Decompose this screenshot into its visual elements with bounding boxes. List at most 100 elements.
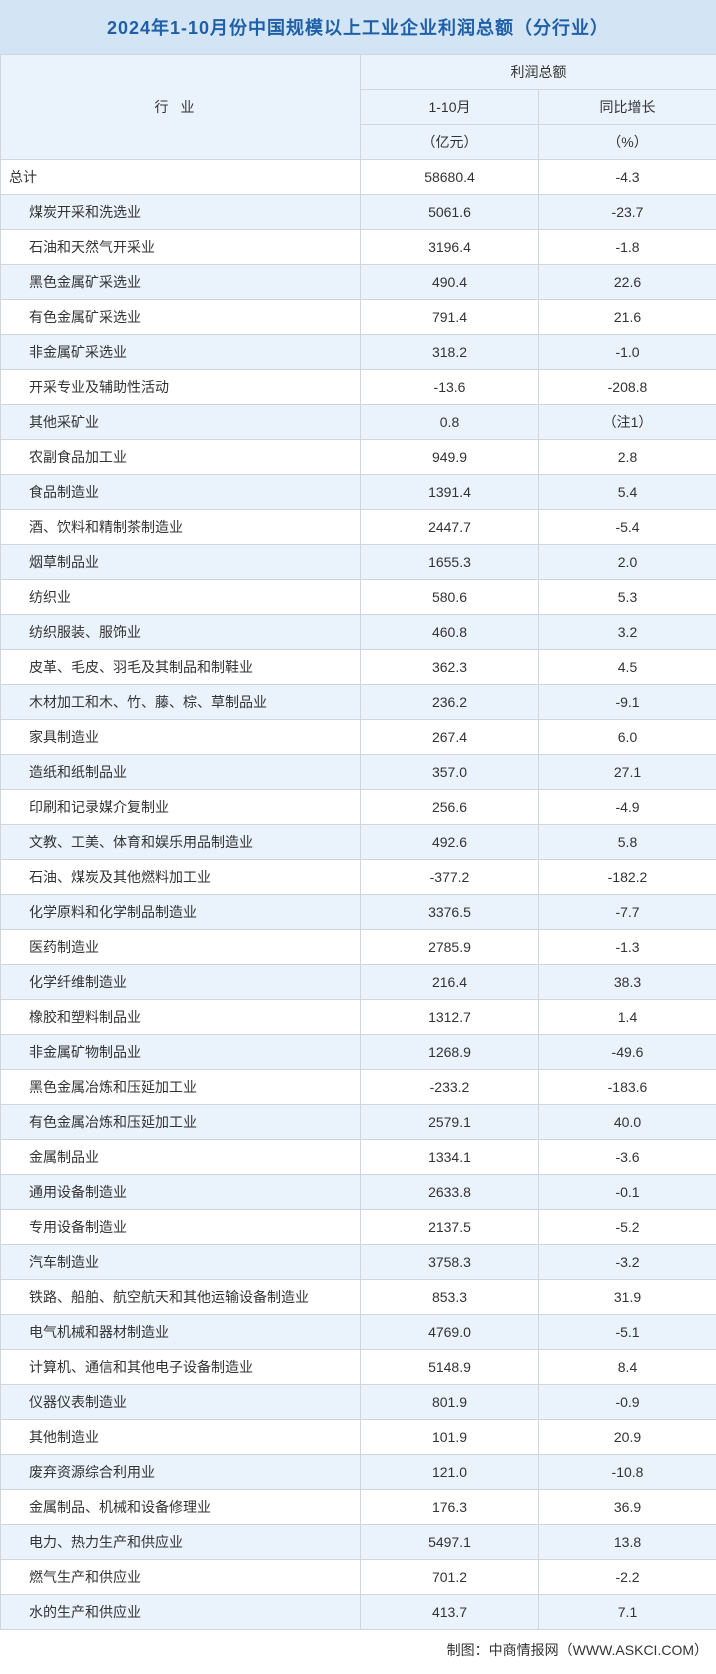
cell-growth: -23.7 [539,195,716,230]
cell-growth: 31.9 [539,1280,716,1315]
table-row: 非金属矿采选业318.2-1.0 [1,335,716,370]
cell-value: 318.2 [361,335,539,370]
cell-industry: 化学纤维制造业 [1,965,361,1000]
cell-growth: -1.8 [539,230,716,265]
cell-growth: -3.2 [539,1245,716,1280]
table-row: 农副食品加工业949.92.8 [1,440,716,475]
cell-industry: 造纸和纸制品业 [1,755,361,790]
cell-industry: 金属制品、机械和设备修理业 [1,1490,361,1525]
cell-industry: 有色金属冶炼和压延加工业 [1,1105,361,1140]
cell-value: 492.6 [361,825,539,860]
cell-industry: 食品制造业 [1,475,361,510]
cell-growth: 7.1 [539,1595,716,1630]
cell-growth: -183.6 [539,1070,716,1105]
cell-value: 0.8 [361,405,539,440]
cell-value: 3758.3 [361,1245,539,1280]
table-row: 文教、工美、体育和娱乐用品制造业492.65.8 [1,825,716,860]
table-row: 水的生产和供应业413.77.1 [1,1595,716,1630]
cell-value: 236.2 [361,685,539,720]
cell-industry: 农副食品加工业 [1,440,361,475]
table-row: 其他制造业101.920.9 [1,1420,716,1455]
table-row: 电气机械和器材制造业4769.0-5.1 [1,1315,716,1350]
cell-value: 267.4 [361,720,539,755]
cell-industry: 燃气生产和供应业 [1,1560,361,1595]
cell-value: 5061.6 [361,195,539,230]
cell-industry: 其他采矿业 [1,405,361,440]
cell-growth: -5.1 [539,1315,716,1350]
cell-growth: -2.2 [539,1560,716,1595]
cell-value: 101.9 [361,1420,539,1455]
cell-industry: 石油、煤炭及其他燃料加工业 [1,860,361,895]
table-row: 酒、饮料和精制茶制造业2447.7-5.4 [1,510,716,545]
cell-industry: 黑色金属冶炼和压延加工业 [1,1070,361,1105]
table-row: 开采专业及辅助性活动-13.6-208.8 [1,370,716,405]
table-row: 木材加工和木、竹、藤、棕、草制品业236.2-9.1 [1,685,716,720]
cell-industry: 纺织服装、服饰业 [1,615,361,650]
cell-value: 701.2 [361,1560,539,1595]
cell-growth: 2.8 [539,440,716,475]
cell-growth: 22.6 [539,265,716,300]
cell-value: 256.6 [361,790,539,825]
cell-value: 949.9 [361,440,539,475]
header-unit-growth: （%） [539,125,716,160]
table-row: 其他采矿业0.8（注1） [1,405,716,440]
table-row: 金属制品、机械和设备修理业176.336.9 [1,1490,716,1525]
cell-industry: 医药制造业 [1,930,361,965]
cell-value: 357.0 [361,755,539,790]
cell-value: 1312.7 [361,1000,539,1035]
cell-value: 362.3 [361,650,539,685]
cell-value: 58680.4 [361,160,539,195]
cell-industry: 纺织业 [1,580,361,615]
cell-value: 2447.7 [361,510,539,545]
cell-growth: -208.8 [539,370,716,405]
cell-value: 413.7 [361,1595,539,1630]
cell-growth: 5.3 [539,580,716,615]
profit-table: 行业 利润总额 1-10月 同比增长 （亿元） （%） 总计58680.4-4.… [0,54,716,1630]
table-row: 橡胶和塑料制品业1312.71.4 [1,1000,716,1035]
table-row: 有色金属冶炼和压延加工业2579.140.0 [1,1105,716,1140]
table-row: 专用设备制造业2137.5-5.2 [1,1210,716,1245]
cell-industry: 其他制造业 [1,1420,361,1455]
cell-industry: 开采专业及辅助性活动 [1,370,361,405]
cell-value: 1268.9 [361,1035,539,1070]
cell-industry: 总计 [1,160,361,195]
cell-growth: 5.8 [539,825,716,860]
cell-industry: 烟草制品业 [1,545,361,580]
table-row: 电力、热力生产和供应业5497.113.8 [1,1525,716,1560]
footer-credit: 制图：中商情报网（WWW.ASKCI.COM） [0,1630,716,1674]
cell-growth: 5.4 [539,475,716,510]
cell-value: 2785.9 [361,930,539,965]
cell-value: 216.4 [361,965,539,1000]
cell-value: 176.3 [361,1490,539,1525]
cell-industry: 橡胶和塑料制品业 [1,1000,361,1035]
cell-industry: 水的生产和供应业 [1,1595,361,1630]
cell-growth: 1.4 [539,1000,716,1035]
cell-growth: 20.9 [539,1420,716,1455]
cell-industry: 木材加工和木、竹、藤、棕、草制品业 [1,685,361,720]
table-row: 黑色金属冶炼和压延加工业-233.2-183.6 [1,1070,716,1105]
cell-growth: -4.9 [539,790,716,825]
table-body: 总计58680.4-4.3煤炭开采和洗选业5061.6-23.7石油和天然气开采… [1,160,716,1630]
table-row: 非金属矿物制品业1268.9-49.6 [1,1035,716,1070]
cell-value: 1391.4 [361,475,539,510]
cell-industry: 通用设备制造业 [1,1175,361,1210]
cell-industry: 金属制品业 [1,1140,361,1175]
table-row: 仪器仪表制造业801.9-0.9 [1,1385,716,1420]
cell-growth: -0.1 [539,1175,716,1210]
cell-value: 5148.9 [361,1350,539,1385]
cell-industry: 石油和天然气开采业 [1,230,361,265]
table-row: 通用设备制造业2633.8-0.1 [1,1175,716,1210]
table-header: 行业 利润总额 1-10月 同比增长 （亿元） （%） [1,55,716,160]
cell-value: 5497.1 [361,1525,539,1560]
cell-value: 4769.0 [361,1315,539,1350]
table-row: 燃气生产和供应业701.2-2.2 [1,1560,716,1595]
table-row: 煤炭开采和洗选业5061.6-23.7 [1,195,716,230]
cell-growth: -5.2 [539,1210,716,1245]
cell-industry: 非金属矿物制品业 [1,1035,361,1070]
cell-value: 121.0 [361,1455,539,1490]
table-row: 黑色金属矿采选业490.422.6 [1,265,716,300]
table-row: 食品制造业1391.45.4 [1,475,716,510]
header-industry: 行业 [1,55,361,160]
table-row: 化学纤维制造业216.438.3 [1,965,716,1000]
cell-industry: 印刷和记录媒介复制业 [1,790,361,825]
